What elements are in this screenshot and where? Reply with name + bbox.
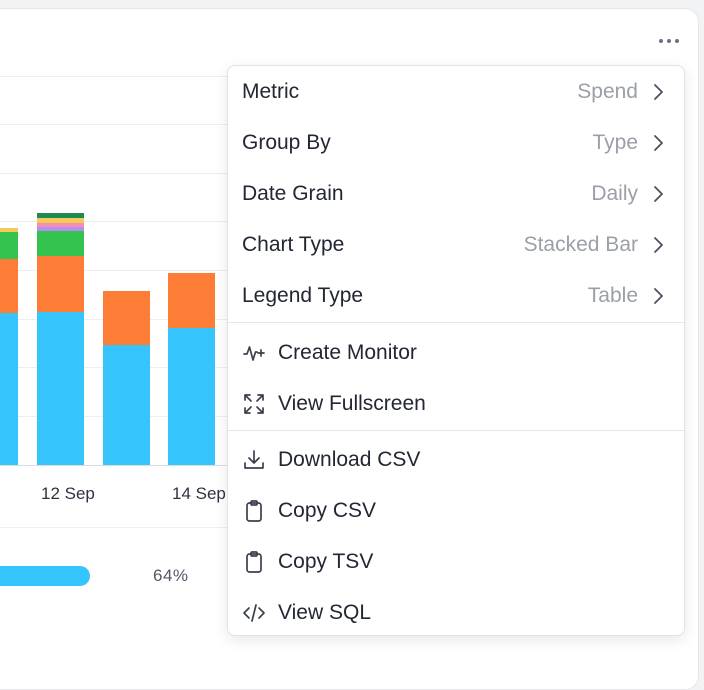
clipboard-icon [242,550,266,574]
bar-segment [37,256,84,312]
menu-item-label: View Fullscreen [278,391,426,415]
chevron-right-icon [654,237,663,253]
expand-icon [242,392,266,416]
menu-item-label: Group By [242,130,331,154]
bar-segment [0,232,18,259]
bar-segment [168,273,215,328]
menu-item-date-grain[interactable]: Date Grain Daily [228,168,684,219]
menu-item-label: Download CSV [278,447,421,471]
bar-segment [103,291,150,345]
clipboard-icon [242,499,266,523]
gridline [0,221,228,222]
bar-segment [103,345,150,465]
menu-item-group-by[interactable]: Group By Type [228,117,684,168]
activity-plus-icon [242,341,266,365]
menu-item-download-csv[interactable]: Download CSV [228,434,684,485]
bar-segment [168,328,215,465]
chevron-right-icon [654,135,663,151]
bar-segment [37,227,84,231]
menu-item-chart-type[interactable]: Chart Type Stacked Bar [228,219,684,270]
gridline [0,124,228,125]
code-icon [242,601,266,625]
bar-segment [37,312,84,465]
bar-segment [37,213,84,218]
progress-percent-label: 64% [153,566,189,585]
menu-item-view-sql[interactable]: View SQL [228,587,684,638]
gridline [0,270,228,271]
menu-item-label: Chart Type [242,232,345,256]
gridline [0,173,228,174]
menu-item-value: Stacked Bar [523,232,638,256]
menu-divider [228,430,684,431]
menu-item-copy-tsv[interactable]: Copy TSV [228,536,684,587]
bar-segment [37,223,84,227]
bar-segment [0,228,18,232]
bar-segment [37,231,84,256]
progress-bar-fill [0,566,90,586]
bar-segment [37,218,84,223]
chevron-right-icon [654,84,663,100]
menu-item-view-fullscreen[interactable]: View Fullscreen [228,378,684,429]
menu-item-label: Date Grain [242,181,344,205]
gridline [0,76,228,77]
menu-item-legend-type[interactable]: Legend Type Table [228,270,684,321]
chevron-right-icon [654,288,663,304]
menu-item-label: Legend Type [242,283,364,307]
more-options-button[interactable] [650,28,688,54]
chevron-right-icon [654,186,663,202]
menu-item-label: Create Monitor [278,340,417,364]
progress-bar [0,566,140,586]
menu-item-value: Daily [591,181,638,205]
menu-divider [228,322,684,323]
menu-item-label: Metric [242,79,300,103]
x-tick-label: 14 Sep [172,484,226,503]
x-axis-line [0,465,228,466]
menu-item-create-monitor[interactable]: Create Monitor [228,327,684,378]
menu-item-label: Copy TSV [278,549,374,573]
section-divider [0,527,228,528]
menu-item-metric[interactable]: Metric Spend [228,66,684,117]
download-icon [242,448,266,472]
menu-item-value: Spend [577,79,638,103]
menu-item-value: Table [587,283,638,307]
bar-segment [0,259,18,313]
menu-item-value: Type [592,130,638,154]
more-horizontal-icon [659,39,679,43]
menu-item-label: Copy CSV [278,498,377,522]
chart-options-menu: Metric Spend Group By Type Date Grain Da… [227,65,685,636]
menu-item-label: View SQL [278,600,371,624]
menu-item-copy-csv[interactable]: Copy CSV [228,485,684,536]
bar-segment [0,313,18,465]
x-tick-label: 12 Sep [41,484,95,503]
